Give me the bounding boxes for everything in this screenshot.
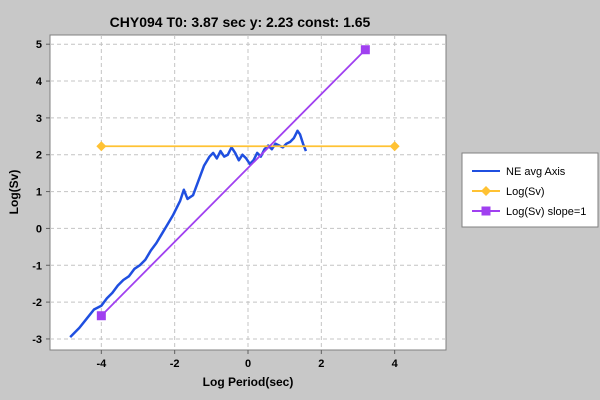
- y-tick-label: -1: [32, 260, 42, 272]
- x-tick-label: -4: [96, 358, 107, 370]
- data-point-log-sv-slope-1: [360, 45, 370, 55]
- x-axis-title: Log Period(sec): [203, 375, 294, 389]
- series-line-ne-avg-axis: [69, 129, 308, 338]
- series-layer: [69, 45, 400, 338]
- x-tick-label: 4: [392, 358, 399, 370]
- y-tick-label: -2: [32, 297, 42, 309]
- x-tick-label: 2: [318, 358, 324, 370]
- tick-layer: -4 -2 0 2 4 -3 -2 -1 0 1 2 3 4 5: [32, 39, 398, 370]
- y-tick-label: 4: [36, 76, 43, 88]
- series-line-log-sv-slope-1: [100, 49, 366, 317]
- legend-label: NE avg Axis: [506, 166, 566, 178]
- legend-item-ne-avg-axis: NE avg Axis: [472, 166, 566, 178]
- series-ne-avg-axis: [69, 129, 308, 338]
- legend: NE avg Axis Log(Sv) Log(Sv) slope=1: [461, 152, 599, 228]
- legend-marker: [481, 186, 491, 196]
- x-tick-label: -2: [170, 358, 180, 370]
- series-log-sv-slope-1: [96, 45, 370, 321]
- x-tick-label: 0: [245, 358, 251, 370]
- data-point-log-sv-slope-1: [96, 311, 106, 321]
- data-point-log-sv: [389, 141, 400, 152]
- legend-item-log-sv: Log(Sv): [472, 186, 545, 198]
- legend-label: Log(Sv): [506, 186, 545, 198]
- grid-layer: [50, 35, 446, 350]
- legend-label: Log(Sv) slope=1: [506, 206, 586, 218]
- data-point-log-sv: [96, 141, 107, 152]
- y-tick-label: 1: [36, 187, 42, 199]
- y-tick-label: 3: [36, 113, 42, 125]
- y-axis-title: Log(Sv): [7, 170, 21, 215]
- y-tick-label: 0: [36, 223, 42, 235]
- y-tick-label: -3: [32, 334, 42, 346]
- series-log-sv: [96, 141, 400, 152]
- y-tick-label: 5: [36, 39, 42, 51]
- legend-marker: [481, 206, 491, 216]
- chart-title: CHY094 T0: 3.87 sec y: 2.23 const: 1.65: [110, 14, 371, 30]
- y-tick-label: 2: [36, 150, 42, 162]
- legend-item-log-sv-slope-1: Log(Sv) slope=1: [472, 206, 586, 218]
